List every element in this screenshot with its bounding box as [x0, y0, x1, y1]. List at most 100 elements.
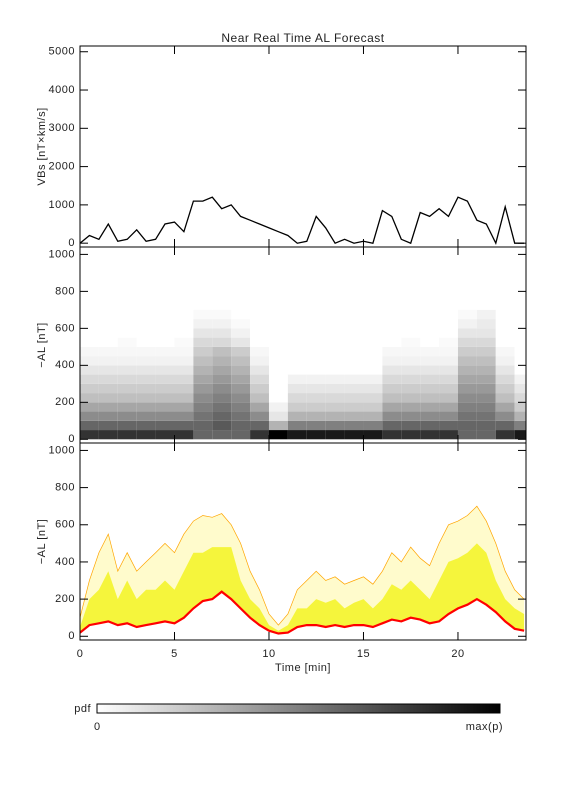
heatmap-cell [98, 393, 118, 403]
colorbar-label: pdf [74, 703, 91, 715]
heatmap-cell [363, 328, 383, 338]
heatmap-cell [174, 430, 194, 440]
heatmap-cell [136, 346, 156, 357]
heatmap-cell [268, 383, 288, 394]
heatmap-cell [439, 328, 458, 338]
heatmap-cell [476, 328, 496, 338]
heatmap-cell [231, 365, 251, 375]
heatmap-cell [193, 365, 213, 375]
heatmap-cell [155, 411, 175, 421]
heatmap-cell [268, 328, 288, 338]
heatmap-cell [268, 337, 288, 347]
heatmap-cell [174, 337, 194, 347]
heatmap-cell [80, 337, 99, 347]
heatmap-cell [80, 309, 99, 320]
heatmap-cell [457, 328, 477, 338]
heatmap-cell [476, 356, 496, 366]
y-tick-label: 400 [55, 359, 75, 371]
heatmap-cell [420, 411, 440, 421]
heatmap-cell [495, 383, 515, 394]
heatmap-cell [174, 374, 194, 384]
heatmap-cell [363, 309, 383, 320]
heatmap-cell [136, 393, 156, 403]
heatmap-cell [231, 393, 251, 403]
x-tick-label: 10 [262, 648, 275, 660]
colorbar-max-label: max(p) [466, 721, 503, 733]
heatmap-cell [250, 374, 269, 384]
heatmap-cell [250, 309, 269, 320]
y-tick-label: 1000 [49, 444, 75, 456]
heatmap-cell [382, 365, 402, 375]
heatmap-cell [382, 383, 402, 394]
heatmap-cell [363, 319, 383, 329]
heatmap-cell [325, 402, 345, 412]
heatmap-cell [439, 346, 458, 357]
heatmap-cell [325, 374, 345, 384]
y-tick-label: 1000 [49, 248, 75, 260]
heatmap-cell [325, 356, 345, 366]
heatmap-cell [212, 337, 232, 347]
heatmap-cell [80, 346, 99, 357]
heatmap-cell [80, 328, 99, 338]
heatmap-cell [363, 356, 383, 366]
heatmap-cell [193, 328, 213, 338]
y-tick-label: 800 [55, 482, 75, 494]
heatmap-cell [174, 420, 194, 431]
heatmap-cell [231, 346, 251, 357]
heatmap-cell [98, 420, 118, 431]
heatmap-cell [193, 393, 213, 403]
heatmap-cell [98, 319, 118, 329]
heatmap-cell [514, 393, 526, 403]
heatmap-cell [212, 402, 232, 412]
heatmap-cell [155, 319, 175, 329]
heatmap-cell [476, 319, 496, 329]
x-tick-label: 20 [451, 648, 464, 660]
heatmap-cell [174, 411, 194, 421]
heatmap-cell [287, 420, 307, 431]
heatmap-cell [212, 309, 232, 320]
y-tick-label: 400 [55, 556, 75, 568]
heatmap-cell [325, 393, 345, 403]
heatmap-cell [457, 319, 477, 329]
heatmap-cell [514, 365, 526, 375]
heatmap-cell [117, 402, 137, 412]
heatmap-cell [344, 337, 364, 347]
heatmap-cell [306, 393, 326, 403]
heatmap-cell [344, 346, 364, 357]
heatmap-cell [212, 383, 232, 394]
heatmap-cell [174, 365, 194, 375]
heatmap-cell [212, 411, 232, 421]
heatmap-cell [155, 337, 175, 347]
heatmap-cell [136, 309, 156, 320]
heatmap-cell [306, 383, 326, 394]
heatmap-cell [306, 328, 326, 338]
heatmap-cell [250, 430, 269, 440]
heatmap-cell [193, 430, 213, 440]
heatmap-cell [155, 430, 175, 440]
heatmap-cell [363, 337, 383, 347]
heatmap-cell [193, 374, 213, 384]
heatmap-cell [80, 430, 99, 440]
heatmap-cell [193, 319, 213, 329]
heatmap-cell [136, 319, 156, 329]
heatmap-cell [476, 309, 496, 320]
heatmap-cell [344, 393, 364, 403]
heatmap-cell [514, 430, 526, 440]
heatmap-cell [80, 411, 99, 421]
heatmap-cell [382, 402, 402, 412]
heatmap-cell [325, 309, 345, 320]
heatmap-cell [344, 411, 364, 421]
heatmap-cell [155, 328, 175, 338]
heatmap-cell [212, 374, 232, 384]
inner-band [80, 543, 525, 634]
heatmap-cell [136, 374, 156, 384]
chart-title: Near Real Time AL Forecast [221, 31, 384, 45]
heatmap-cell [268, 346, 288, 357]
heatmap-cell [80, 383, 99, 394]
heatmap-cell [420, 337, 440, 347]
heatmap-cell [80, 356, 99, 366]
heatmap-cell [457, 374, 477, 384]
heatmap-cell [439, 319, 458, 329]
heatmap-cell [495, 420, 515, 431]
heatmap-cell [155, 356, 175, 366]
